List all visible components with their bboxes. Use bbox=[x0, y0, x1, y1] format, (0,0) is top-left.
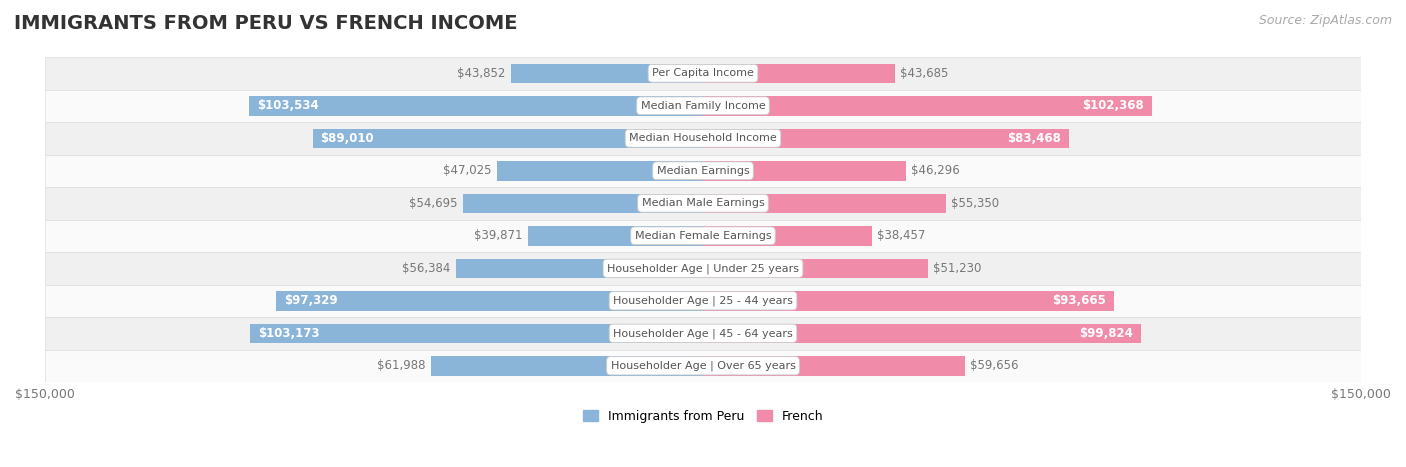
Legend: Immigrants from Peru, French: Immigrants from Peru, French bbox=[578, 405, 828, 428]
Bar bbox=[45, 122, 1361, 155]
Text: $38,457: $38,457 bbox=[877, 229, 925, 242]
Text: $103,534: $103,534 bbox=[257, 99, 318, 112]
Bar bbox=[703, 128, 1069, 148]
Text: Householder Age | Under 25 years: Householder Age | Under 25 years bbox=[607, 263, 799, 274]
Text: $102,368: $102,368 bbox=[1083, 99, 1144, 112]
Text: Median Family Income: Median Family Income bbox=[641, 101, 765, 111]
Text: $83,468: $83,468 bbox=[1008, 132, 1062, 145]
Bar bbox=[529, 226, 703, 246]
Bar bbox=[45, 187, 1361, 219]
Bar bbox=[703, 64, 894, 83]
Bar bbox=[703, 259, 928, 278]
Bar bbox=[496, 161, 703, 181]
Text: Per Capita Income: Per Capita Income bbox=[652, 68, 754, 78]
Text: $56,384: $56,384 bbox=[402, 262, 450, 275]
Bar bbox=[249, 96, 703, 115]
Bar bbox=[45, 90, 1361, 122]
Text: $47,025: $47,025 bbox=[443, 164, 492, 177]
Text: Median Male Earnings: Median Male Earnings bbox=[641, 198, 765, 208]
Bar bbox=[45, 317, 1361, 349]
Text: $61,988: $61,988 bbox=[377, 359, 426, 372]
Text: $51,230: $51,230 bbox=[934, 262, 981, 275]
Bar bbox=[312, 128, 703, 148]
Bar bbox=[45, 219, 1361, 252]
Text: $54,695: $54,695 bbox=[409, 197, 458, 210]
Bar bbox=[276, 291, 703, 311]
Bar bbox=[432, 356, 703, 375]
Bar bbox=[703, 96, 1152, 115]
Text: $93,665: $93,665 bbox=[1052, 294, 1107, 307]
Text: Median Female Earnings: Median Female Earnings bbox=[634, 231, 772, 241]
Bar bbox=[703, 193, 946, 213]
Bar bbox=[703, 161, 905, 181]
Text: $43,685: $43,685 bbox=[900, 67, 948, 80]
Text: $43,852: $43,852 bbox=[457, 67, 505, 80]
Bar bbox=[456, 259, 703, 278]
Bar bbox=[45, 57, 1361, 90]
Text: $89,010: $89,010 bbox=[321, 132, 374, 145]
Text: Median Earnings: Median Earnings bbox=[657, 166, 749, 176]
Bar bbox=[703, 226, 872, 246]
Text: $55,350: $55,350 bbox=[950, 197, 1000, 210]
Bar bbox=[45, 349, 1361, 382]
Text: Householder Age | 25 - 44 years: Householder Age | 25 - 44 years bbox=[613, 296, 793, 306]
Text: $103,173: $103,173 bbox=[259, 327, 319, 340]
Bar bbox=[703, 291, 1114, 311]
Bar bbox=[250, 324, 703, 343]
Text: Source: ZipAtlas.com: Source: ZipAtlas.com bbox=[1258, 14, 1392, 27]
Bar bbox=[510, 64, 703, 83]
Text: IMMIGRANTS FROM PERU VS FRENCH INCOME: IMMIGRANTS FROM PERU VS FRENCH INCOME bbox=[14, 14, 517, 33]
Bar bbox=[703, 356, 965, 375]
Text: Householder Age | Over 65 years: Householder Age | Over 65 years bbox=[610, 361, 796, 371]
Text: $46,296: $46,296 bbox=[911, 164, 960, 177]
Bar bbox=[45, 284, 1361, 317]
Text: $59,656: $59,656 bbox=[970, 359, 1018, 372]
Text: Householder Age | 45 - 64 years: Householder Age | 45 - 64 years bbox=[613, 328, 793, 339]
Text: $39,871: $39,871 bbox=[474, 229, 523, 242]
Text: Median Household Income: Median Household Income bbox=[628, 133, 778, 143]
Text: $97,329: $97,329 bbox=[284, 294, 337, 307]
Bar bbox=[45, 155, 1361, 187]
Text: $99,824: $99,824 bbox=[1080, 327, 1133, 340]
Bar bbox=[703, 324, 1140, 343]
Bar bbox=[45, 252, 1361, 284]
Bar bbox=[463, 193, 703, 213]
